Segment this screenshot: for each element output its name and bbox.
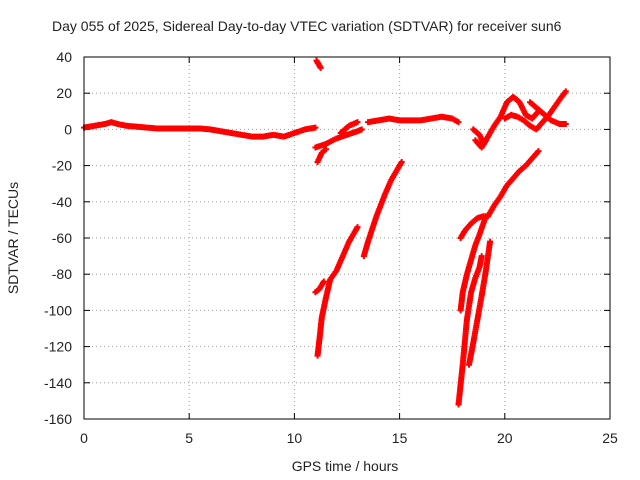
series-late-4 [501,88,569,133]
series-descent-18h-b [457,213,489,314]
x-axis-label: GPS time / hours [292,458,399,474]
data-point [478,253,485,260]
data-point [317,64,324,71]
y-tick-label: -20 [52,158,72,174]
series-late-5 [527,99,569,127]
series-late-1 [484,148,542,220]
series-descent-19h [466,238,494,368]
y-tick-label: 20 [56,85,72,101]
data-point [487,238,494,245]
data-point [562,88,569,95]
series-segment-11-13h [312,126,365,151]
series-segment-12-13h [337,119,361,137]
y-tick-label: 0 [64,121,72,137]
series-midday [365,113,462,126]
chart-title: Day 055 of 2025, Sidereal Day-to-day VTE… [52,18,562,34]
series-late-3 [472,137,489,151]
series-descent-13h [360,158,405,260]
data-point [455,119,462,126]
y-tick-label: 40 [56,49,72,65]
x-tick-label: 10 [287,430,303,446]
gridlines [84,57,610,419]
y-tick-label: -160 [44,411,72,427]
data-points [81,57,569,408]
x-tick-label: 0 [80,430,88,446]
series-baseline [81,119,319,140]
x-tick-label: 15 [392,430,408,446]
x-tick-label: 20 [497,430,513,446]
y-tick-label: -120 [44,339,72,355]
y-tick-label: -140 [44,375,72,391]
y-tick-label: -40 [52,194,72,210]
data-point [320,278,327,285]
data-point [398,158,405,165]
series-segment-18h-c [457,213,487,241]
data-point [482,137,489,144]
data-point [354,119,361,126]
series-descent-11h [312,278,327,296]
plot-frame [83,56,611,420]
data-point [562,120,569,127]
y-tick-label: -60 [52,230,72,246]
y-axis-label: SDTVAR / TECUs [5,182,21,294]
x-tick-label: 25 [602,430,618,446]
data-point [312,124,319,131]
series-descent-18h [455,253,485,408]
series-dip-11h [314,146,329,165]
axis-ticks: 0 5 10 15 20 25 40 20 0 -20 -40 -60 -80 -100 -120 -140 -… [44,49,618,446]
series-spike-11h [313,57,324,71]
data-point [535,148,542,155]
series-descent-11h-b [314,224,361,359]
data-point [354,224,361,231]
y-tick-label: -80 [52,266,72,282]
x-tick-label: 5 [185,430,193,446]
y-tick-label: -100 [44,302,72,318]
data-point [358,126,365,133]
data-point [322,146,329,153]
